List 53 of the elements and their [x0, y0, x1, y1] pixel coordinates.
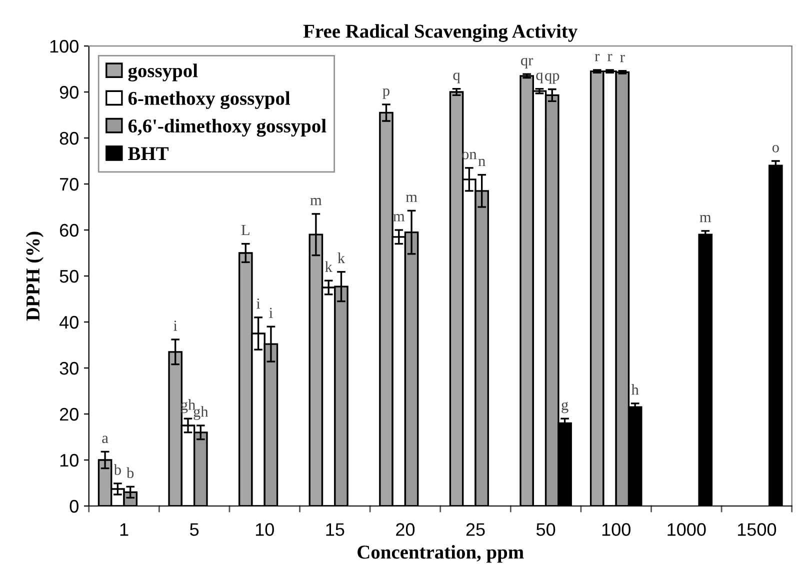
data-label: gh — [194, 406, 208, 420]
data-label: L — [241, 225, 250, 236]
data-label: i — [174, 320, 178, 331]
data-label: q — [453, 72, 460, 84]
data-label: n — [478, 158, 486, 166]
x-tick-label: 1 — [120, 523, 128, 536]
data-label: q — [536, 72, 544, 84]
data-label: h — [631, 384, 639, 395]
data-label: k — [338, 252, 346, 264]
data-label: r — [594, 54, 600, 62]
x-tick-label: 5 — [190, 523, 199, 536]
y-tick-label: 50 — [60, 270, 78, 283]
data-label: o — [772, 145, 779, 152]
data-label: m — [406, 194, 418, 202]
legend-label: gossypol — [128, 64, 198, 82]
data-label: g — [562, 402, 568, 414]
data-label: k — [325, 261, 332, 272]
y-tick-label: 40 — [59, 316, 78, 329]
y-tick-label: 100 — [50, 40, 78, 53]
data-label: i — [256, 298, 260, 309]
legend-label: BHT — [128, 147, 169, 160]
x-tick-label: 10 — [256, 523, 274, 536]
data-label: qp — [545, 73, 560, 84]
data-label: qr — [521, 58, 534, 69]
x-tick-label: 15 — [326, 523, 344, 536]
y-tick-label: 10 — [60, 454, 78, 467]
x-tick-label: 50 — [536, 523, 556, 536]
y-tick-label: 90 — [60, 86, 78, 99]
x-tick-label: 20 — [396, 523, 415, 536]
data-label: r — [608, 54, 612, 62]
y-tick-label: 20 — [60, 408, 78, 421]
y-tick-label: 30 — [60, 362, 78, 375]
y-tick-label: 0 — [70, 500, 78, 513]
data-label: a — [102, 436, 108, 444]
x-tick-label: 100 — [602, 523, 630, 536]
data-label: i — [269, 308, 273, 318]
y-tick-label: 80 — [60, 132, 78, 145]
data-label: m — [310, 198, 322, 206]
data-label: b — [114, 464, 121, 475]
x-tick-label: 25 — [466, 523, 485, 536]
legend-label: 6-methoxy gossypol — [128, 91, 290, 110]
x-axis-title: Concentration, ppm — [358, 545, 524, 563]
data-label: r — [620, 54, 625, 62]
y-tick-label: 60 — [60, 224, 78, 237]
data-label: b — [126, 467, 134, 478]
chart-title: Free Radical Scavenging Activity — [303, 24, 578, 42]
x-tick-label: 1000 — [668, 523, 706, 536]
y-tick-label: 70 — [60, 178, 78, 191]
x-tick-label: 1500 — [738, 523, 776, 536]
legend-label: 6,6'-dimethoxy gossypol — [128, 118, 326, 137]
data-label: m — [700, 214, 712, 222]
y-axis-title: DPPH (%) — [26, 232, 44, 321]
data-label: p — [382, 88, 390, 99]
